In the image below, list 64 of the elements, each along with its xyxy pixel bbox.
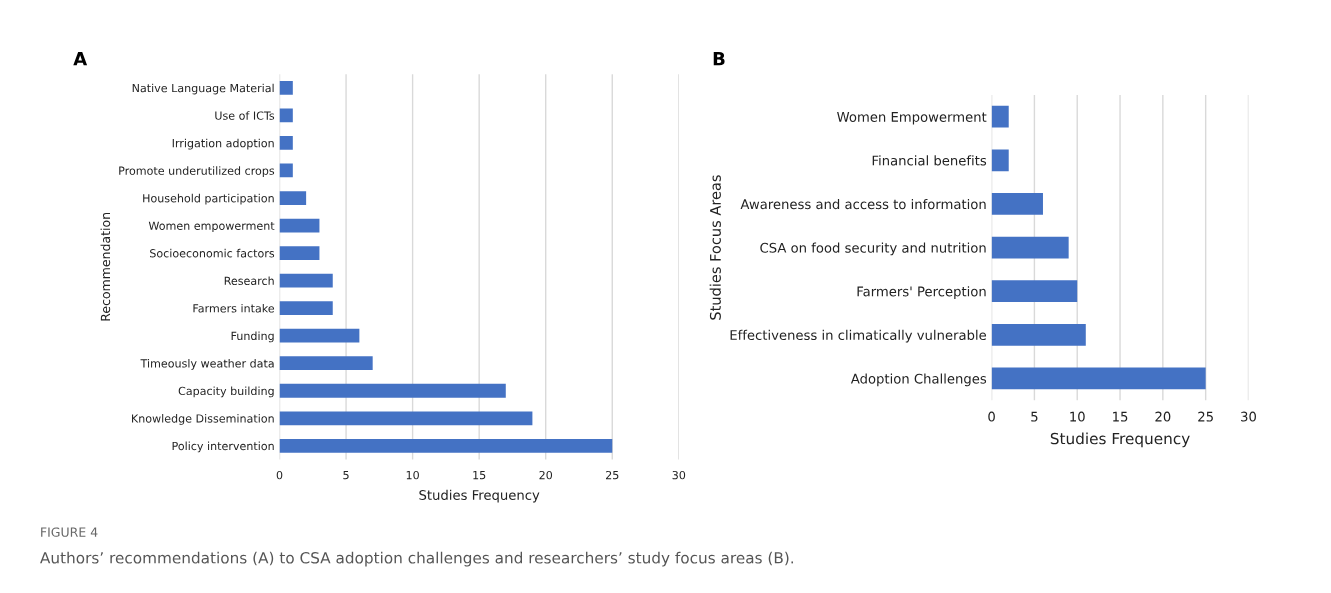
- bar: [991, 193, 1043, 215]
- x-tick-label: 25: [1198, 411, 1213, 422]
- caption: FIGURE 4: [41, 527, 98, 537]
- bar: [279, 328, 360, 343]
- bar: [279, 438, 613, 453]
- bar: [279, 383, 506, 398]
- y-tick-label: Women empowerment: [148, 221, 275, 233]
- text: B: [713, 52, 725, 66]
- y-tick-label: Effectiveness in climatically vulnerable: [730, 329, 987, 343]
- bar: [991, 105, 1009, 128]
- bar: [991, 367, 1206, 390]
- x-tick-label: 0: [988, 411, 995, 422]
- x-tick-label: 20: [539, 470, 553, 480]
- y-tick-label: CSA on food security and nutrition: [760, 242, 986, 256]
- x-tick-label: 10: [1070, 411, 1085, 422]
- y-tick-label: Capacity building: [178, 386, 274, 398]
- bar: [279, 356, 373, 371]
- y-tick-label: Native Language Material: [132, 83, 274, 95]
- bar: [991, 236, 1069, 259]
- y-axis-title: Recommendation: [100, 212, 111, 321]
- x-tick-label: 30: [1241, 411, 1256, 422]
- y-tick-label: Household participation: [143, 193, 274, 205]
- y-tick-label: Irrigation adoption: [172, 138, 274, 150]
- y-tick-label: Farmers' Perception: [857, 286, 986, 299]
- x-tick-label: 5: [1031, 411, 1038, 422]
- bar: [279, 191, 307, 205]
- y-tick-label: Awareness and access to information: [740, 198, 986, 210]
- y-tick-label: Policy intervention: [172, 441, 274, 453]
- x-tick-label: 25: [606, 470, 619, 480]
- y-tick-label: Knowledge Dissemination: [132, 414, 274, 425]
- y-tick-label: Adoption Challenges: [850, 373, 987, 387]
- x-tick-label: 30: [672, 470, 686, 480]
- y-axis-title: Studies Focus Areas: [709, 175, 721, 320]
- y-tick-label: Use of ICTs: [215, 111, 275, 120]
- x-axis-title: Studies Frequency: [419, 489, 540, 503]
- x-tick-label: 15: [473, 471, 486, 480]
- x-tick-label: 5: [343, 471, 349, 480]
- text: Authors’ recommendations (A) to CSA adoption challenges and researchers’ study focus areas (B).: [40, 551, 794, 567]
- y-tick-label: Promote underutilized crops: [119, 166, 275, 178]
- y-tick-label: Women Empowerment: [837, 112, 987, 125]
- y-tick-label: Funding: [231, 331, 274, 343]
- y-tick-label: Farmers intake: [193, 303, 275, 313]
- y-tick-label: Research: [224, 276, 274, 285]
- x-axis-title: Studies Frequency: [1050, 432, 1190, 448]
- bar: [279, 301, 333, 316]
- bar: [991, 280, 1078, 303]
- bar: [279, 108, 293, 123]
- bar: [279, 246, 320, 260]
- x-tick-label: 0: [276, 470, 283, 480]
- bar: [279, 81, 293, 95]
- bar: [279, 218, 320, 233]
- text: A: [73, 52, 88, 66]
- x-tick-label: 15: [1113, 411, 1128, 422]
- bar: [991, 149, 1009, 172]
- bar: [279, 411, 533, 426]
- bar: [279, 163, 293, 178]
- y-tick-label: Timeously weather data: [140, 358, 274, 370]
- y-tick-label: Financial benefits: [872, 155, 987, 166]
- x-tick-label: 10: [406, 470, 419, 480]
- bar: [991, 323, 1086, 346]
- y-tick-label: Socioeconomic factors: [150, 248, 275, 258]
- x-tick-label: 20: [1155, 411, 1171, 422]
- bar: [279, 136, 293, 150]
- bar: [279, 273, 333, 288]
